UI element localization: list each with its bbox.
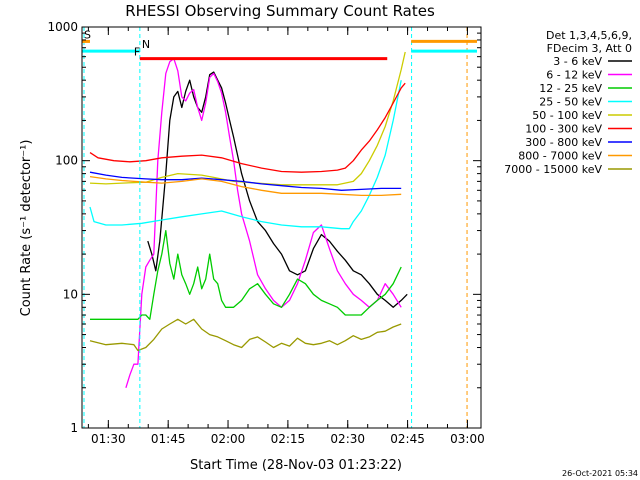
legend-header-1: FDecim 3, Att 0 <box>547 42 632 55</box>
legend-label-2: 12 - 25 keV <box>539 82 602 95</box>
legend-label-1: 6 - 12 keV <box>546 69 602 82</box>
series-line-1 <box>125 57 402 388</box>
x-axis-label: Start Time (28-Nov-03 01:23:22) <box>190 458 402 473</box>
legend-label-3: 25 - 50 keV <box>539 96 602 109</box>
x-tick-label-3: 02:15 <box>271 432 306 446</box>
x-tick-label-4: 02:30 <box>330 432 365 446</box>
y-axis-label: Count Rate (s⁻¹ detector⁻¹) <box>19 140 34 317</box>
x-tick-label-2: 02:00 <box>211 432 246 446</box>
y-tick-label-0: 1 <box>70 421 78 435</box>
legend-label-7: 800 - 7000 keV <box>518 150 602 163</box>
series-line-2 <box>90 229 402 320</box>
plot-frame <box>81 26 482 429</box>
series-line-3 <box>89 80 402 230</box>
legend-header-0: Det 1,3,4,5,6,9, <box>546 29 632 42</box>
x-tick-label-0: 01:30 <box>91 432 126 446</box>
y-tick-label-3: 1000 <box>47 20 78 34</box>
legend-label-6: 300 - 800 keV <box>525 136 602 149</box>
legend-label-5: 100 - 300 keV <box>525 123 602 136</box>
x-tick-label-6: 03:00 <box>450 432 485 446</box>
y-tick-label-2: 100 <box>55 154 78 168</box>
state-label-0: S <box>84 28 91 41</box>
series-line-8 <box>89 318 402 352</box>
series-line-6 <box>89 171 402 191</box>
legend-label-0: 3 - 6 keV <box>553 55 602 68</box>
x-tick-label-5: 02:45 <box>390 432 425 446</box>
legend-label-8: 7000 - 15000 keV <box>504 163 602 176</box>
state-label-2: N <box>142 38 150 51</box>
series-line-5 <box>89 82 406 173</box>
series-line-7 <box>89 175 402 197</box>
chart-title: RHESSI Observing Summary Count Rates <box>125 2 435 20</box>
y-tick-label-1: 10 <box>63 287 78 301</box>
series-line-0 <box>147 71 408 308</box>
footer-timestamp: 26-Oct-2021 05:34 <box>562 469 638 478</box>
state-label-4: F <box>134 46 140 59</box>
legend-label-4: 50 - 100 keV <box>532 109 602 122</box>
x-tick-label-1: 01:45 <box>151 432 186 446</box>
